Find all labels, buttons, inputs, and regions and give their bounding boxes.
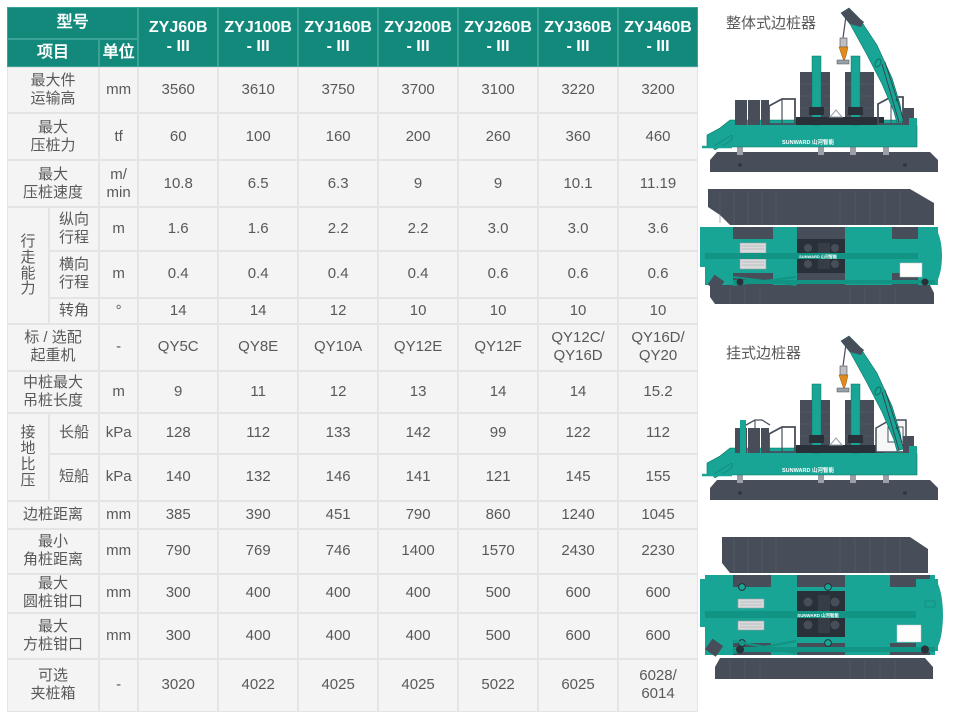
svg-text:SUNWARD 山河智能: SUNWARD 山河智能 xyxy=(799,253,837,259)
svg-text:SUNWARD 山河智能: SUNWARD 山河智能 xyxy=(782,466,834,474)
svg-text:SUNWARD 山河智能: SUNWARD 山河智能 xyxy=(797,612,839,619)
svg-text:SUNWARD 山河智能: SUNWARD 山河智能 xyxy=(782,138,834,146)
